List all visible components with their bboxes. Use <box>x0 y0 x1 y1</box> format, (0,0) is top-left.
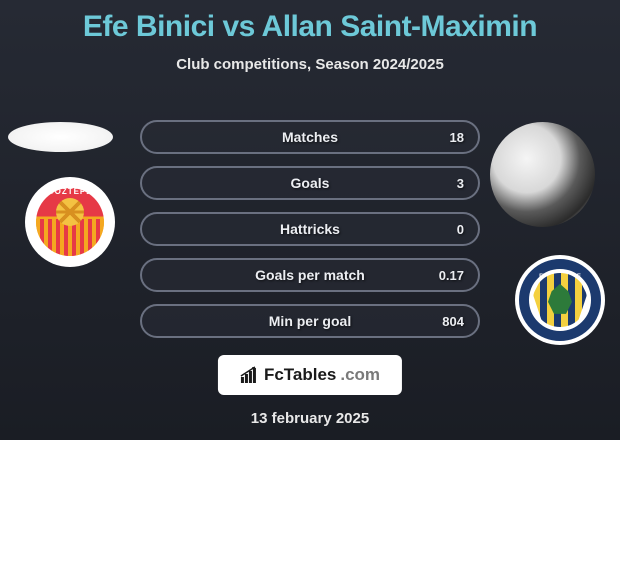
stat-value-right: 18 <box>450 130 464 145</box>
stat-value-right: 804 <box>442 314 464 329</box>
stat-label: Goals <box>291 175 330 191</box>
bar-chart-icon <box>240 366 260 384</box>
goztepe-ball-icon <box>56 198 84 226</box>
footer-date: 13 february 2025 <box>0 410 620 427</box>
page-subtitle: Club competitions, Season 2024/2025 <box>0 56 620 73</box>
stat-value-right: 3 <box>457 176 464 191</box>
page-title: Efe Binici vs Allan Saint-Maximin <box>0 0 620 44</box>
stat-row-matches: Matches 18 <box>140 120 480 154</box>
stat-label: Goals per match <box>255 267 365 283</box>
stat-value-right: 0.17 <box>439 268 464 283</box>
player-left-avatar <box>8 122 113 152</box>
stat-row-goals: Goals 3 <box>140 166 480 200</box>
club-badge-right: FENERBAHÇE 1907 <box>515 255 605 345</box>
site-name: FcTables <box>264 365 336 385</box>
player-right-avatar <box>490 122 595 227</box>
stat-value-right: 0 <box>457 222 464 237</box>
stat-label: Matches <box>282 129 338 145</box>
stats-container: Matches 18 Goals 3 Hattricks 0 Goals per… <box>140 120 480 350</box>
site-badge[interactable]: FcTables.com <box>218 355 402 395</box>
comparison-card: Efe Binici vs Allan Saint-Maximin Club c… <box>0 0 620 440</box>
site-domain: .com <box>340 365 380 385</box>
fenerbahce-inner <box>533 273 587 327</box>
stat-row-goals-per-match: Goals per match 0.17 <box>140 258 480 292</box>
stat-label: Hattricks <box>280 221 340 237</box>
club-badge-left: GÖZTEPE <box>25 177 115 267</box>
goztepe-badge-inner: GÖZTEPE <box>36 188 104 256</box>
goztepe-label: GÖZTEPE <box>36 188 104 196</box>
stat-label: Min per goal <box>269 313 351 329</box>
stat-row-hattricks: Hattricks 0 <box>140 212 480 246</box>
stat-row-min-per-goal: Min per goal 804 <box>140 304 480 338</box>
